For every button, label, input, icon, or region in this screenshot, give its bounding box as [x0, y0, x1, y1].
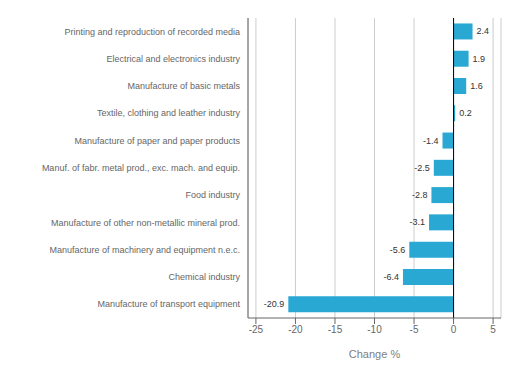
svg-text:0: 0	[451, 324, 457, 335]
svg-text:-20: -20	[288, 324, 303, 335]
svg-text:Manufacture of transport equip: Manufacture of transport equipment	[97, 299, 240, 309]
svg-text:Food industry: Food industry	[185, 190, 240, 200]
svg-text:Printing and reproduction of r: Printing and reproduction of recorded me…	[64, 27, 240, 37]
svg-text:Chemical industry: Chemical industry	[168, 272, 240, 282]
svg-text:-20.9: -20.9	[264, 299, 285, 309]
svg-text:-25: -25	[249, 324, 264, 335]
svg-text:2.4: 2.4	[477, 26, 490, 36]
svg-text:-6.4: -6.4	[383, 272, 399, 282]
svg-text:-1.4: -1.4	[423, 136, 439, 146]
svg-text:-2.8: -2.8	[412, 190, 428, 200]
svg-text:-2.5: -2.5	[414, 163, 430, 173]
svg-text:-10: -10	[367, 324, 382, 335]
svg-text:1.9: 1.9	[473, 54, 486, 64]
svg-text:1.6: 1.6	[470, 81, 483, 91]
svg-text:Change %: Change %	[349, 348, 401, 360]
svg-text:-5: -5	[410, 324, 419, 335]
svg-text:Electrical and electronics ind: Electrical and electronics industry	[106, 54, 240, 64]
svg-text:Manuf. of fabr. metal prod., e: Manuf. of fabr. metal prod., exc. mach. …	[42, 163, 240, 173]
svg-text:Textile, clothing and leather: Textile, clothing and leather industry	[97, 108, 241, 118]
svg-text:Manufacture of basic metals: Manufacture of basic metals	[127, 81, 240, 91]
svg-text:Manufacture of paper and paper: Manufacture of paper and paper products	[74, 136, 240, 146]
svg-text:5: 5	[490, 324, 496, 335]
svg-text:0.2: 0.2	[459, 108, 472, 118]
svg-text:Manufacture of other non-metal: Manufacture of other non-metallic minera…	[51, 218, 240, 228]
svg-text:-15: -15	[328, 324, 343, 335]
svg-text:Manufacture of machinery and e: Manufacture of machinery and equipment n…	[49, 245, 240, 255]
svg-text:-3.1: -3.1	[410, 217, 426, 227]
svg-text:-5.6: -5.6	[390, 245, 406, 255]
